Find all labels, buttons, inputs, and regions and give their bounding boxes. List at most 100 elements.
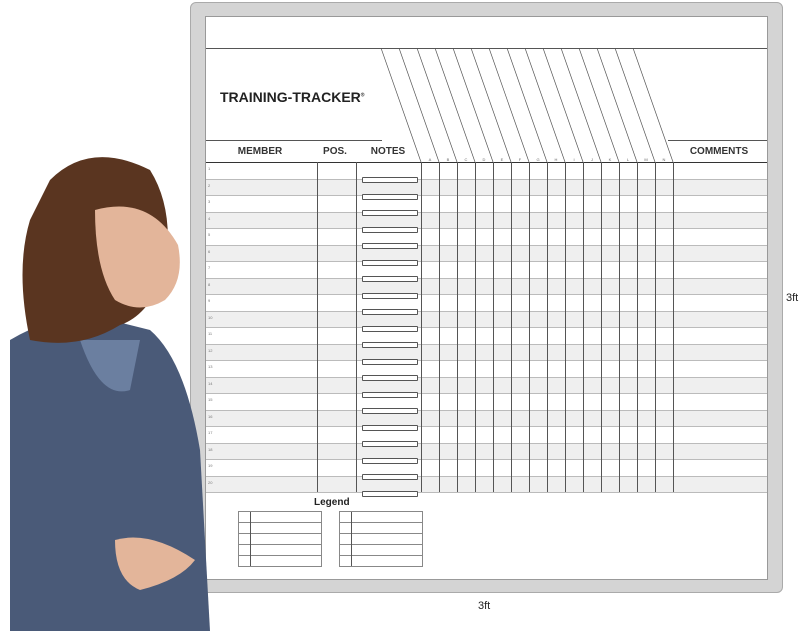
table-row: 1 <box>206 163 767 180</box>
row-number: 16 <box>208 413 213 419</box>
row-number: 6 <box>208 248 211 254</box>
row-number: 12 <box>208 347 213 353</box>
skill-column-header[interactable]: J <box>591 157 593 162</box>
table-row: 20 <box>206 476 767 493</box>
table-row: 19 <box>206 460 767 477</box>
notes-magnet[interactable] <box>362 276 418 282</box>
height-dimension: 3ft <box>786 292 799 304</box>
notes-magnet[interactable] <box>362 210 418 216</box>
skill-column-header[interactable]: A <box>428 157 432 162</box>
row-number: 3 <box>208 199 211 204</box>
notes-magnet[interactable] <box>362 193 418 200</box>
notes-magnet[interactable] <box>362 441 418 447</box>
skill-column-header[interactable]: L <box>626 157 630 162</box>
notes-magnet[interactable] <box>362 309 418 315</box>
diagonal-line <box>506 48 548 163</box>
column-divider <box>637 162 638 492</box>
row-number: 14 <box>208 380 213 386</box>
skill-column-header[interactable]: H <box>554 157 558 162</box>
diagonal-line <box>488 48 530 163</box>
skill-column-header[interactable]: M <box>644 157 648 162</box>
skill-column-header[interactable]: D <box>482 157 486 162</box>
board-title: TRAINING-TRACKER® <box>220 89 365 105</box>
notes-magnet[interactable] <box>362 325 418 332</box>
header-pos: POS. <box>323 146 347 157</box>
row-number: 11 <box>208 331 213 336</box>
notes-magnet[interactable] <box>362 408 418 414</box>
notes-magnet[interactable] <box>362 292 418 299</box>
notes-magnet[interactable] <box>362 259 418 266</box>
row-number: 7 <box>208 265 211 270</box>
table-row: 18 <box>206 443 767 460</box>
table-row: 8 <box>206 278 767 295</box>
table-row: 2 <box>206 179 767 196</box>
notes-magnet[interactable] <box>362 424 418 431</box>
skill-column-header[interactable]: I <box>573 157 575 162</box>
notes-magnet[interactable] <box>362 490 418 497</box>
row-number: 19 <box>208 463 213 468</box>
diagonal-header-lines <box>380 48 674 163</box>
presenter-woman-photo <box>10 157 210 631</box>
table-row: 4 <box>206 212 767 229</box>
skill-column-header[interactable]: G <box>536 157 540 162</box>
skill-column-header[interactable]: N <box>662 157 666 162</box>
table-row: 12 <box>206 344 767 361</box>
diagonal-line <box>614 48 656 163</box>
skill-column-header[interactable]: B <box>446 157 450 162</box>
column-divider <box>511 162 512 492</box>
row-number: 1 <box>208 166 211 171</box>
divider <box>206 48 767 49</box>
diagonal-line <box>416 48 458 163</box>
column-divider <box>601 162 602 492</box>
row-number: 17 <box>208 430 213 435</box>
header-member: MEMBER <box>237 146 283 157</box>
notes-magnet[interactable] <box>362 177 418 183</box>
notes-magnet[interactable] <box>362 358 418 365</box>
diagonal-line <box>596 48 638 163</box>
skill-column-header[interactable]: E <box>500 157 504 162</box>
column-divider <box>529 162 530 492</box>
diagonal-line <box>542 48 584 163</box>
row-number: 4 <box>208 215 211 221</box>
notes-magnet[interactable] <box>362 243 418 249</box>
notes-magnet[interactable] <box>362 226 418 233</box>
notes-magnet[interactable] <box>362 342 418 348</box>
notes-magnet[interactable] <box>362 391 418 398</box>
notes-magnet[interactable] <box>362 375 418 381</box>
skill-column-header[interactable]: K <box>608 157 612 162</box>
row-number: 15 <box>208 397 213 402</box>
skill-column-header[interactable]: C <box>464 157 468 162</box>
column-divider <box>655 162 656 492</box>
row-number: 8 <box>208 281 211 287</box>
column-divider <box>565 162 566 492</box>
column-divider <box>583 162 584 492</box>
notes-magnet[interactable] <box>362 457 418 464</box>
legend-box-right <box>339 511 423 567</box>
column-divider <box>475 162 476 492</box>
table-row: 6 <box>206 245 767 262</box>
column-divider <box>457 162 458 492</box>
row-number: 18 <box>208 446 213 452</box>
table-row: 16 <box>206 410 767 427</box>
row-number: 5 <box>208 232 211 237</box>
column-divider <box>493 162 494 492</box>
table-row: 14 <box>206 377 767 394</box>
width-dimension: 3ft <box>478 600 491 612</box>
table-row: 17 <box>206 427 767 444</box>
table-row: 11 <box>206 328 767 345</box>
row-number: 20 <box>208 479 213 485</box>
notes-magnet[interactable] <box>362 474 418 480</box>
column-divider <box>547 162 548 492</box>
column-divider <box>317 162 318 492</box>
table-row: 5 <box>206 229 767 246</box>
skill-column-header[interactable]: F <box>518 157 522 162</box>
table-row: 7 <box>206 262 767 279</box>
diagonal-line <box>470 48 512 163</box>
diagonal-line <box>578 48 620 163</box>
column-divider <box>421 162 422 492</box>
training-tracker-board: TRAINING-TRACKER® MEMBER POS. NOTES COMM… <box>205 16 768 580</box>
legend-title: Legend <box>314 497 350 508</box>
table-row: 13 <box>206 361 767 378</box>
diagonal-line <box>452 48 494 163</box>
column-divider <box>356 162 357 492</box>
